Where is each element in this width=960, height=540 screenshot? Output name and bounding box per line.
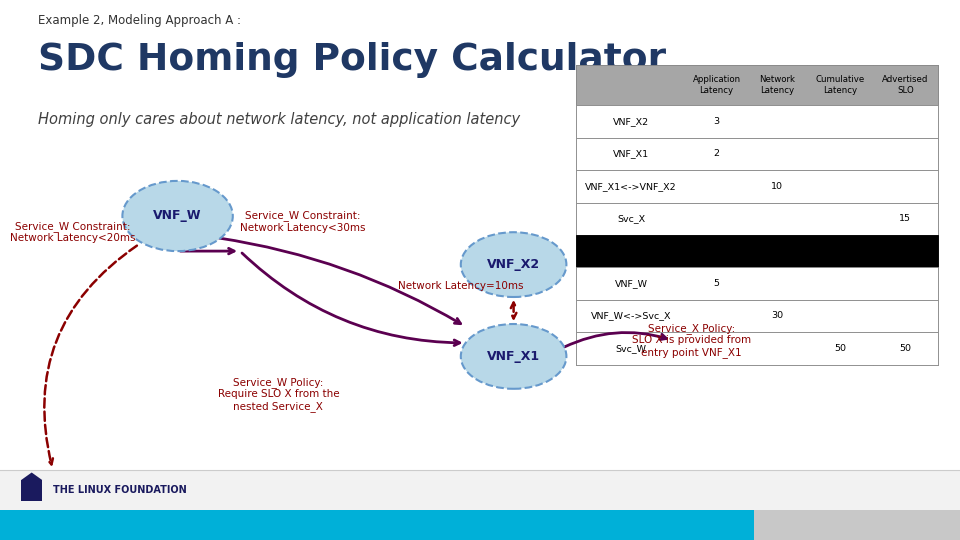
Ellipse shape — [461, 324, 566, 389]
Text: VNF_W<->Svc_X: VNF_W<->Svc_X — [591, 312, 671, 320]
Text: Service_W Constraint:
Network Latency<30ms: Service_W Constraint: Network Latency<30… — [240, 210, 366, 233]
Text: VNF_W: VNF_W — [614, 279, 648, 288]
Ellipse shape — [123, 181, 233, 251]
Bar — [576, 202, 938, 235]
Text: Application
Latency: Application Latency — [692, 76, 741, 94]
Text: Example 2, Modeling Approach A :: Example 2, Modeling Approach A : — [38, 14, 241, 28]
Text: Service_W Constraint:
Network Latency<20ms: Service_W Constraint: Network Latency<20… — [10, 221, 135, 244]
Text: VNF_X2: VNF_X2 — [487, 258, 540, 271]
Text: Network
Latency: Network Latency — [759, 76, 795, 94]
Bar — [576, 235, 938, 267]
Text: Homing only cares about network latency, not application latency: Homing only cares about network latency,… — [38, 112, 520, 127]
Text: Service_X Policy:
SLO X is provided from
entry point VNF_X1: Service_X Policy: SLO X is provided from… — [632, 323, 751, 357]
Text: VNF_W: VNF_W — [154, 210, 202, 222]
Ellipse shape — [461, 232, 566, 297]
Text: 50: 50 — [900, 344, 911, 353]
Text: VNF_X2: VNF_X2 — [613, 117, 649, 126]
Text: 5: 5 — [713, 279, 720, 288]
Bar — [576, 138, 938, 170]
Bar — [576, 300, 938, 332]
Bar — [0, 510, 754, 540]
Text: 15: 15 — [900, 214, 911, 223]
Text: THE LINUX FOUNDATION: THE LINUX FOUNDATION — [53, 485, 186, 495]
Text: Cumulative
Latency: Cumulative Latency — [815, 76, 865, 94]
Text: VNF_X1: VNF_X1 — [487, 350, 540, 363]
Text: VNF_X1<->VNF_X2: VNF_X1<->VNF_X2 — [586, 182, 677, 191]
Text: 50: 50 — [834, 344, 846, 353]
Bar — [0, 470, 960, 510]
Bar — [576, 65, 938, 105]
Text: Service_W Policy:
Require SLO X from the
nested Service_X: Service_W Policy: Require SLO X from the… — [218, 377, 339, 411]
Bar — [576, 267, 938, 300]
Text: 30: 30 — [771, 312, 783, 320]
Bar — [754, 470, 960, 540]
Text: VNF_X1: VNF_X1 — [613, 150, 649, 158]
Bar — [21, 480, 42, 501]
Text: Network Latency=10ms: Network Latency=10ms — [398, 281, 523, 291]
Polygon shape — [21, 472, 42, 480]
Text: 3: 3 — [713, 117, 720, 126]
Bar — [576, 332, 938, 365]
Text: Svc_W: Svc_W — [615, 344, 647, 353]
Bar — [576, 170, 938, 202]
Text: 10: 10 — [771, 182, 783, 191]
Text: Svc_X: Svc_X — [617, 214, 645, 223]
Text: 2: 2 — [713, 150, 720, 158]
Text: Advertised
SLO: Advertised SLO — [882, 76, 928, 94]
Text: SDC Homing Policy Calculator: SDC Homing Policy Calculator — [38, 42, 666, 78]
Bar — [576, 105, 938, 138]
